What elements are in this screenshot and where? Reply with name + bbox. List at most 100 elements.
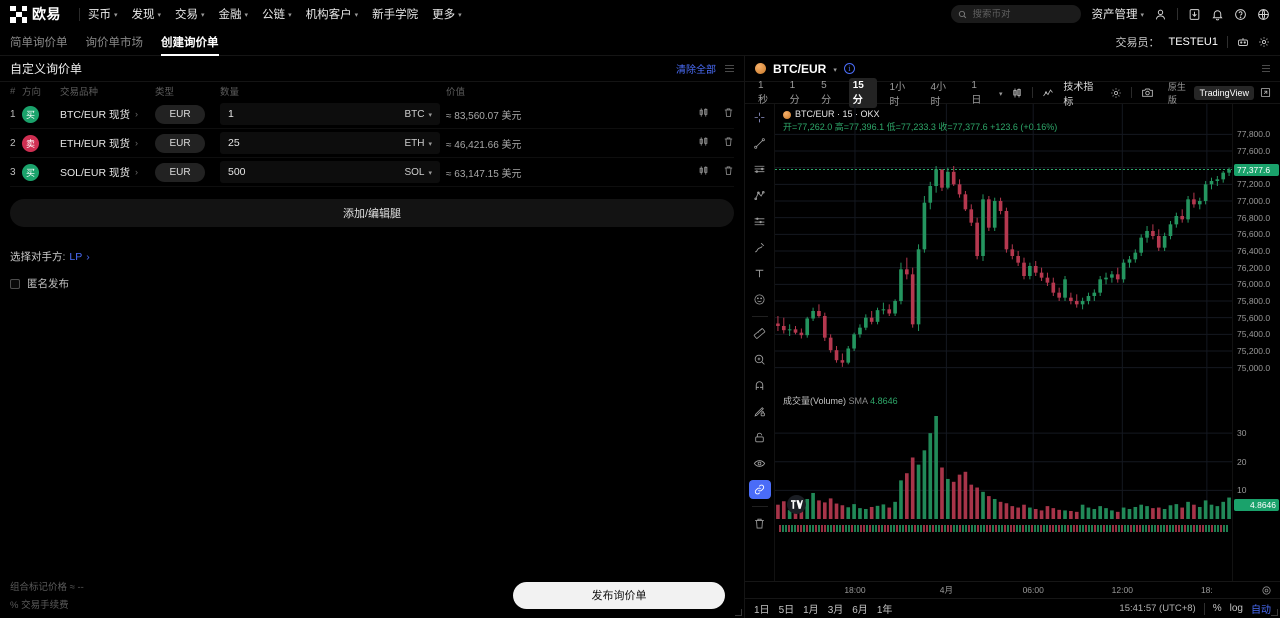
camera-icon[interactable] <box>1141 86 1154 99</box>
tab-simple-rfq[interactable]: 简单询价单 <box>10 36 68 49</box>
pitchfork-icon[interactable] <box>749 186 771 205</box>
horizontal-lines-icon[interactable] <box>749 160 771 179</box>
quantity-field[interactable]: BTC ▾ <box>220 103 440 125</box>
range-1mo[interactable]: 1月 <box>803 605 819 616</box>
candlestick-icon[interactable] <box>698 107 709 121</box>
trendline-icon[interactable] <box>749 134 771 153</box>
trash-icon[interactable] <box>749 514 771 533</box>
quantity-input[interactable] <box>228 166 405 178</box>
ruler-icon[interactable] <box>749 324 771 343</box>
robot-icon[interactable] <box>1237 36 1249 48</box>
type-pill[interactable]: EUR <box>155 133 205 153</box>
unit-selector[interactable]: BTC ▾ <box>404 109 432 120</box>
text-icon[interactable] <box>749 264 771 283</box>
range-6mo[interactable]: 6月 <box>852 605 868 616</box>
chart-drag-handle[interactable] <box>1262 65 1270 72</box>
pattern-icon[interactable] <box>749 212 771 231</box>
timeframe-1m[interactable]: 1分 <box>789 79 800 106</box>
add-edit-leg-button[interactable]: 添加/编辑腿 <box>10 199 734 227</box>
tab-rfq-market[interactable]: 询价单市场 <box>85 36 144 49</box>
asset-management-menu[interactable]: 资产管理 ▾ <box>1091 6 1144 22</box>
symbol-selector[interactable]: ETH/EUR 现货 › <box>60 136 155 151</box>
nav-item-more[interactable]: 更多 ▾ <box>432 6 462 22</box>
chevron-down-icon[interactable]: ▾ <box>998 90 1003 98</box>
magnet-icon[interactable] <box>749 376 771 395</box>
download-icon[interactable] <box>1188 8 1201 21</box>
gear-icon[interactable] <box>1110 87 1122 99</box>
indicator-icon[interactable] <box>1042 87 1054 99</box>
quantity-field[interactable]: SOL ▾ <box>220 161 440 183</box>
link-icon[interactable] <box>748 480 771 499</box>
delete-icon[interactable] <box>723 136 734 150</box>
bell-icon[interactable] <box>1211 8 1224 21</box>
candlestick-icon[interactable] <box>698 165 709 179</box>
nav-item-chain[interactable]: 公链 ▾ <box>262 6 292 22</box>
timeframe-1s[interactable]: 1秒 <box>758 79 768 106</box>
zoom-icon[interactable] <box>749 350 771 369</box>
anonymous-publish-toggle[interactable]: 匿名发布 <box>10 276 734 291</box>
quantity-field[interactable]: ETH ▾ <box>220 132 440 154</box>
unit-selector[interactable]: SOL ▾ <box>404 167 432 178</box>
help-icon[interactable] <box>1234 8 1247 21</box>
version-tradingview[interactable]: TradingView <box>1194 85 1255 100</box>
type-pill[interactable]: EUR <box>155 104 205 124</box>
timeframe-5m[interactable]: 5分 <box>821 79 832 106</box>
indicators-label[interactable]: 技术指标 <box>1063 81 1094 108</box>
delete-icon[interactable] <box>723 165 734 179</box>
type-pill[interactable]: EUR <box>155 162 205 182</box>
chart-settings-icon[interactable] <box>1261 585 1272 596</box>
price-axis[interactable]: 77,800.077,600.077,400.077,200.077,000.0… <box>1232 104 1280 581</box>
direction-badge-sell[interactable]: 卖 <box>22 134 39 152</box>
clear-all-button[interactable]: 清除全部 <box>676 65 716 76</box>
publish-rfq-button[interactable]: 发布询价单 <box>513 581 725 609</box>
symbol-selector[interactable]: BTC/EUR 现货 › <box>60 107 155 122</box>
symbol-selector[interactable]: SOL/EUR 现货 › <box>60 165 155 180</box>
gear-icon[interactable] <box>1258 36 1270 48</box>
timeframe-15m[interactable]: 15分 <box>848 77 877 108</box>
fullscreen-icon[interactable] <box>1260 87 1271 98</box>
direction-badge-buy[interactable]: 买 <box>22 163 39 181</box>
auto-scale-toggle[interactable]: 自动 <box>1251 605 1271 616</box>
direction-badge-buy[interactable]: 买 <box>22 105 39 123</box>
nav-item-trade[interactable]: 交易 ▾ <box>175 6 205 22</box>
brush-icon[interactable] <box>749 238 771 257</box>
timeframe-1h[interactable]: 1小时 <box>889 81 906 108</box>
range-3mo[interactable]: 3月 <box>827 605 844 616</box>
chevron-down-icon[interactable]: ▾ <box>833 66 837 74</box>
version-native[interactable]: 原生版 <box>1167 81 1186 105</box>
crosshair-icon[interactable] <box>749 108 771 127</box>
search-input[interactable] <box>972 8 1075 20</box>
delete-icon[interactable] <box>723 107 734 121</box>
timeframe-4h[interactable]: 4小时 <box>930 81 947 108</box>
nav-item-buy-crypto[interactable]: 买币 ▾ <box>88 6 118 22</box>
nav-item-institutional[interactable]: 机构客户 ▾ <box>306 6 359 22</box>
emoji-icon[interactable] <box>749 290 771 309</box>
chart-type-icon[interactable] <box>1011 87 1023 99</box>
quantity-input[interactable] <box>228 137 405 149</box>
unit-selector[interactable]: ETH ▾ <box>404 138 432 149</box>
lock-icon[interactable] <box>749 428 771 447</box>
tab-create-rfq[interactable]: 创建询价单 <box>161 28 219 56</box>
percent-toggle[interactable]: % <box>1212 603 1222 614</box>
info-icon[interactable]: i <box>843 63 855 74</box>
panel-drag-handle[interactable] <box>725 65 734 72</box>
nav-item-finance[interactable]: 金融 ▾ <box>219 6 249 22</box>
chevron-right-icon[interactable]: › <box>86 250 90 263</box>
log-toggle[interactable]: log <box>1229 603 1243 614</box>
range-1y[interactable]: 1年 <box>876 605 893 616</box>
eye-icon[interactable] <box>749 454 771 473</box>
globe-icon[interactable] <box>1257 8 1270 21</box>
nav-item-discover[interactable]: 发现 ▾ <box>132 6 162 22</box>
search-box[interactable] <box>951 5 1082 23</box>
range-5d[interactable]: 5日 <box>778 605 795 616</box>
chart-resize-handle[interactable] <box>1271 609 1278 616</box>
nav-item-academy[interactable]: 新手学院 <box>372 6 418 22</box>
panel-resize-handle[interactable] <box>735 609 742 616</box>
counterparty-value[interactable]: LP <box>69 250 83 263</box>
timeframe-1d[interactable]: 1日 <box>971 79 982 106</box>
user-icon[interactable] <box>1154 8 1167 21</box>
pencil-lock-icon[interactable] <box>749 402 771 421</box>
quantity-input[interactable] <box>228 108 405 120</box>
time-axis[interactable]: 18:00 4月 06:00 12:00 18: <box>745 581 1280 598</box>
okx-logo[interactable]: 欧易 <box>10 4 61 24</box>
